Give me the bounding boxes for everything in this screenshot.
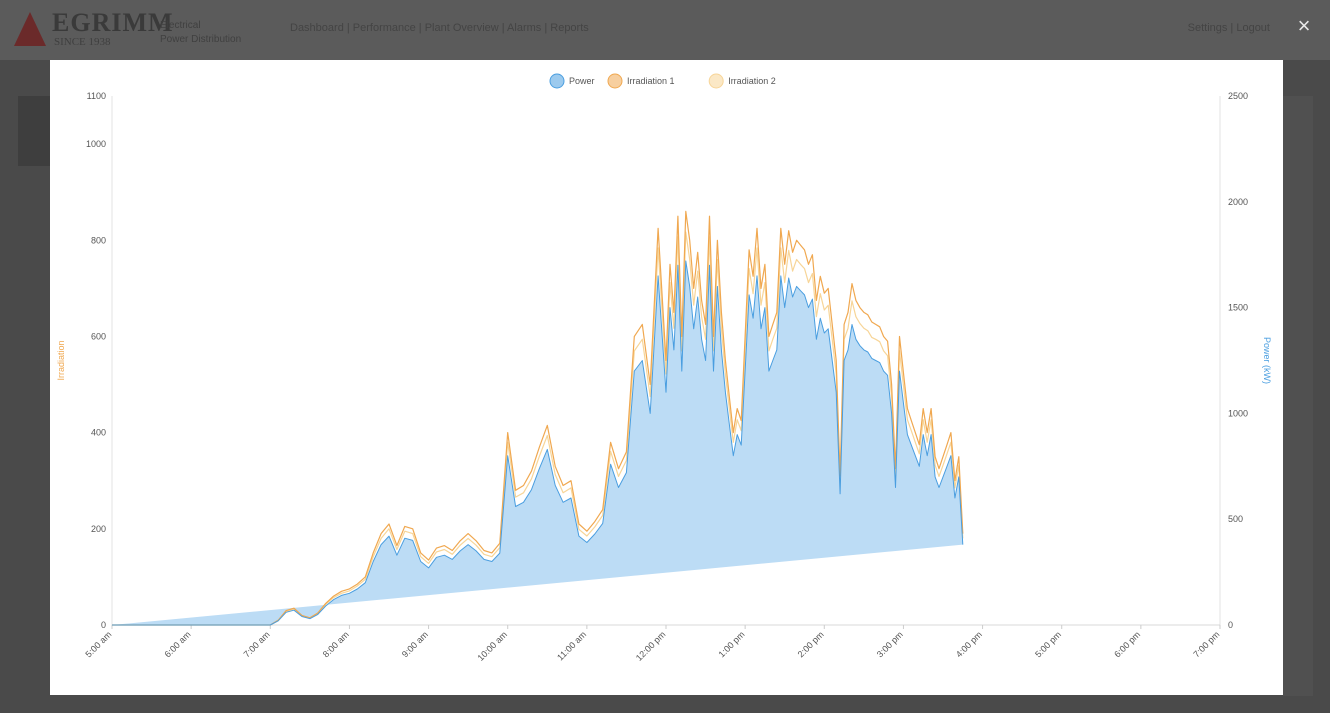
brand-wordmark: EGRIMM	[52, 8, 174, 37]
x-tick-label: 1:00 pm	[716, 629, 746, 659]
legend-item: Irradiation 1	[607, 73, 675, 89]
header-nav[interactable]: Dashboard | Performance | Plant Overview…	[290, 22, 589, 34]
right-tick-label: 500	[1228, 514, 1243, 524]
legend-item: Irradiation 2	[708, 73, 776, 89]
legend-swatch-icon	[708, 73, 724, 89]
x-tick-label: 12:00 pm	[634, 629, 668, 663]
chart-legend: Power Irradiation 1 Irradiation 2	[549, 73, 776, 89]
x-tick-label: 7:00 am	[242, 629, 272, 659]
brand-since: SINCE 1938	[54, 36, 111, 48]
brand-mark-icon	[14, 12, 46, 46]
x-tick-label: 2:00 pm	[796, 629, 826, 659]
background-sidebar	[1283, 96, 1313, 696]
x-tick-label: 4:00 pm	[954, 629, 984, 659]
x-tick-label: 9:00 am	[400, 629, 430, 659]
power-irradiation-chart: 0 200 400 600 800 1000 1100 0 500 1000 1500 2000 250…	[56, 73, 1272, 663]
brand-subtitle-1: Electrical	[160, 20, 201, 31]
legend-swatch-icon	[607, 73, 623, 89]
header-user-links[interactable]: Settings | Logout	[1187, 22, 1270, 34]
chart-modal: 0 200 400 600 800 1000 1100 0 500 1000 1500 2000 250…	[50, 60, 1283, 695]
legend-label: Irradiation 1	[627, 76, 675, 86]
close-icon[interactable]: ×	[1297, 13, 1311, 38]
x-tick-label: 10:00 am	[476, 629, 510, 663]
app-header: EGRIMM SINCE 1938 Electrical Power Distr…	[0, 0, 1330, 60]
x-tick-label: 5:00 pm	[1033, 629, 1063, 659]
brand-subtitle-2: Power Distribution	[160, 34, 242, 45]
left-tick-label: 600	[91, 331, 106, 341]
x-tick-label: 5:00 am	[83, 629, 113, 659]
left-tick-label: 400	[91, 428, 106, 438]
x-tick-label: 6:00 am	[162, 629, 192, 659]
x-tick-label: 8:00 am	[321, 629, 351, 659]
x-tick-label: 11:00 am	[555, 629, 588, 662]
power-line	[112, 260, 964, 626]
right-tick-label: 0	[1228, 620, 1233, 630]
x-tick-label: 6:00 pm	[1112, 629, 1142, 659]
legend-item: Power	[549, 73, 595, 89]
background-panel	[18, 96, 52, 166]
x-tick-label: 3:00 pm	[875, 629, 905, 659]
right-tick-label: 2000	[1228, 197, 1248, 207]
left-axis-label: Irradiation	[56, 340, 66, 380]
right-tick-label: 1000	[1228, 408, 1248, 418]
legend-label: Irradiation 2	[728, 76, 776, 86]
x-tick-label: 7:00 pm	[1191, 629, 1221, 659]
legend-label: Power	[569, 76, 595, 86]
legend-swatch-icon	[549, 73, 565, 89]
irradiation-1-line	[112, 210, 964, 626]
left-tick-label: 800	[91, 235, 106, 245]
right-tick-label: 2500	[1228, 91, 1248, 101]
left-tick-label: 1100	[87, 91, 106, 101]
power-area	[112, 261, 963, 625]
left-tick-label: 0	[101, 620, 106, 630]
right-axis-label: Power (kW)	[1262, 337, 1272, 384]
left-tick-label: 200	[91, 524, 106, 534]
left-tick-label: 1000	[86, 139, 106, 149]
brand-logo[interactable]: EGRIMM SINCE 1938 Electrical Power Distr…	[10, 6, 272, 52]
right-tick-label: 1500	[1228, 303, 1248, 313]
